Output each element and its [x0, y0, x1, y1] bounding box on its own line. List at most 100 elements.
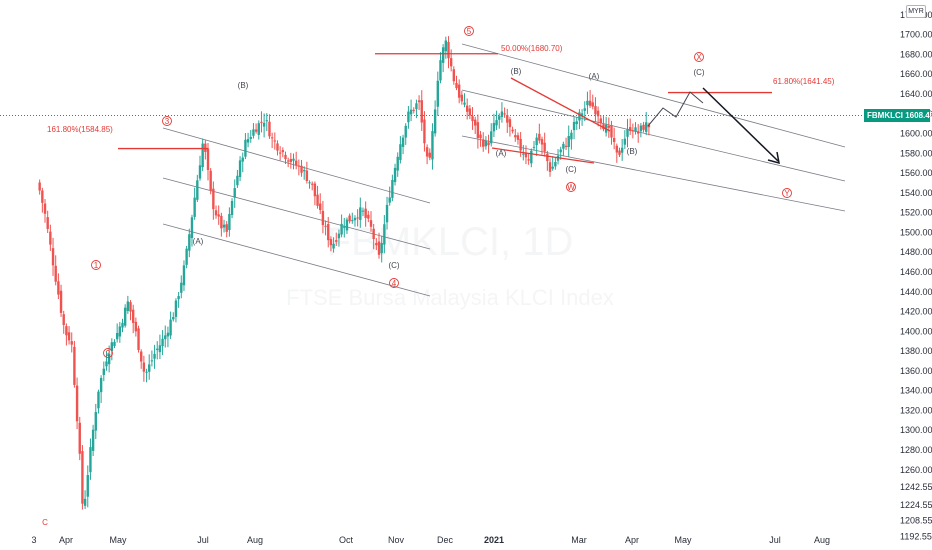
candle-body: [401, 137, 405, 147]
candle-body: [166, 332, 170, 337]
wave-label-X: X: [696, 53, 702, 62]
candle-body: [551, 166, 554, 169]
candle-body: [423, 119, 426, 144]
candle-body: [228, 214, 231, 230]
candle-body: [284, 154, 287, 160]
candle-body: [145, 371, 148, 373]
candle-body: [174, 300, 178, 317]
candle-body: [105, 361, 108, 367]
candle-body: [540, 139, 544, 145]
wave-label-circle: [162, 116, 172, 126]
price-tag-symbol: FBMKLCI: [867, 111, 903, 120]
candle-body: [70, 341, 73, 345]
candle-body: [67, 332, 71, 341]
y-tick-label: 1300.00: [900, 425, 932, 435]
wave-label-5: 5: [467, 27, 472, 36]
x-tick-label: Apr: [625, 535, 639, 545]
candle-body: [217, 214, 220, 217]
wave-label-3: 3: [165, 117, 170, 126]
candle-body: [292, 158, 295, 161]
time-axis[interactable]: 3 Apr May Jul Aug Oct Nov Dec 2021 Mar Apr May Jul Au…: [31, 535, 830, 545]
wave-label-circle: [389, 278, 399, 288]
candle-body: [444, 40, 448, 52]
y-tick-label: 1360.00: [900, 366, 932, 376]
candle-body: [302, 170, 306, 172]
candle-body: [447, 41, 450, 59]
candle-body: [612, 138, 616, 143]
candle-body: [107, 353, 111, 365]
candle-body: [530, 150, 533, 164]
candle-body: [449, 58, 453, 67]
candle-body: [180, 282, 183, 293]
candle-body: [372, 228, 375, 239]
candle-body: [43, 203, 47, 214]
candle-body: [209, 170, 212, 191]
candle-body: [230, 200, 234, 215]
candle-body: [535, 137, 538, 146]
candle-body: [102, 368, 105, 376]
candle-body: [409, 109, 413, 115]
candle-body: [407, 111, 410, 123]
candle-body: [482, 139, 485, 147]
candle-body: [441, 47, 445, 63]
x-tick-label: Oct: [339, 535, 354, 545]
candle-body: [428, 152, 431, 158]
candle-body: [86, 475, 89, 497]
currency-badge[interactable]: MYR: [906, 5, 926, 18]
wave-label-dark: (C): [388, 261, 399, 270]
candle-body: [206, 148, 210, 171]
candle-body: [452, 69, 456, 82]
candle-body: [457, 84, 461, 98]
candle-body: [391, 180, 394, 198]
candle-body: [308, 182, 311, 184]
candle-body: [297, 165, 301, 167]
candle-body: [137, 328, 140, 350]
candle-body: [626, 129, 629, 137]
y-tick-label: 1440.00: [900, 287, 932, 297]
candle-body: [89, 447, 92, 473]
candle-body: [385, 204, 389, 223]
wave-label-circle: [103, 348, 113, 358]
candle-body: [196, 180, 199, 200]
candle-body: [204, 143, 207, 152]
candle-body: [639, 125, 643, 132]
candle-body: [425, 147, 429, 157]
candle-body: [241, 157, 244, 162]
candle-body: [38, 182, 41, 191]
candle-body: [596, 110, 600, 117]
x-tick-label: Aug: [247, 535, 263, 545]
candle-body: [249, 137, 252, 139]
channel-line: [461, 89, 846, 182]
candle-body: [97, 391, 100, 409]
y-tick-label: 1700.00: [900, 30, 932, 40]
candle-body: [289, 158, 293, 163]
candle-body: [83, 498, 87, 506]
candle-body: [383, 224, 386, 245]
candle-body: [91, 429, 95, 451]
candle-body: [524, 153, 528, 158]
candle-body: [492, 122, 496, 132]
candle-body: [522, 153, 525, 155]
projection-arrow-line: [702, 87, 779, 162]
candle-body: [500, 111, 504, 117]
candle-body: [252, 129, 255, 136]
y-tick-label: 1640.00: [900, 89, 932, 99]
candle-body: [164, 335, 167, 340]
y-tick-label: 1280.00: [900, 445, 932, 455]
price-axis[interactable]: 1192.55 1208.55 1224.55 1242.55 1260.00 1280.…: [900, 10, 932, 542]
wave-label-c: C: [42, 518, 48, 527]
wave-label-dark: (B): [238, 81, 249, 90]
y-tick-label: 1242.55: [900, 482, 932, 492]
candle-body: [487, 142, 490, 146]
candle-body: [305, 170, 309, 181]
candle-body: [99, 377, 103, 393]
candle-body: [260, 121, 263, 123]
candle-body: [580, 113, 584, 117]
candle-body: [393, 167, 397, 182]
candle-body: [51, 248, 55, 266]
candle-body: [254, 129, 258, 132]
candle-body: [546, 153, 549, 162]
candle-body: [75, 385, 79, 422]
candle-body: [188, 234, 191, 251]
